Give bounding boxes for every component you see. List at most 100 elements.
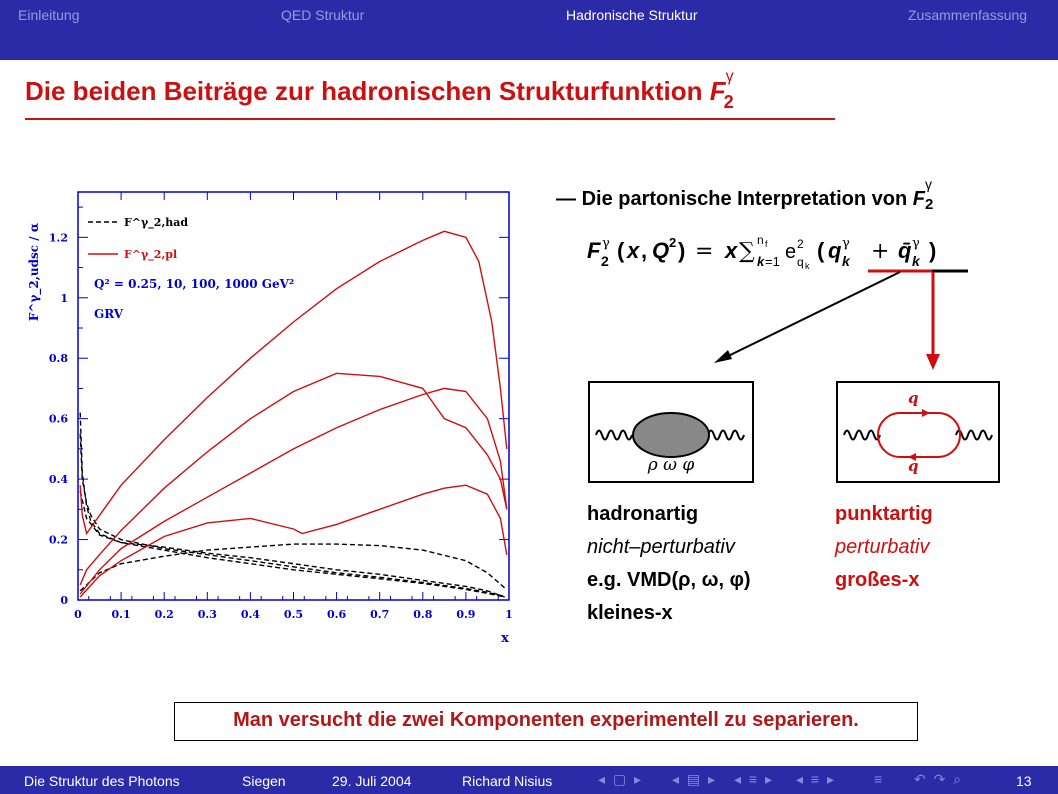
x-tick-label: 1 xyxy=(505,608,513,621)
hadron-small-x: kleines-x xyxy=(587,602,673,624)
svg-text:k: k xyxy=(805,261,810,271)
x-tick-label: 0.2 xyxy=(155,608,174,621)
title-underline xyxy=(25,118,835,120)
svg-text:k: k xyxy=(757,254,765,269)
chart-annotation: Q² = 0.25, 10, 100, 1000 GeV² xyxy=(94,277,294,291)
svg-text:2: 2 xyxy=(797,237,804,251)
hadron-label: hadronartig xyxy=(587,503,699,525)
pointlike-diagram xyxy=(843,409,993,461)
nav-subsection-icons[interactable]: ◂ ▤ ▸ xyxy=(672,771,718,787)
slide-title-symbol: F xyxy=(709,76,726,106)
x-tick-label: 0 xyxy=(74,608,82,621)
x-tick-label: 0.9 xyxy=(456,608,475,621)
svg-text:2: 2 xyxy=(601,253,609,269)
heading-sub: 2 xyxy=(924,196,934,213)
point-label: punktartig xyxy=(835,503,933,525)
parton-formula: F γ 2 ( x , Q 2 ) = x ∑ n f k =1 e 2 q k… xyxy=(587,233,936,271)
vmd-diagram xyxy=(595,412,745,458)
x-tick-label: 0.5 xyxy=(284,608,303,621)
x-tick-label: 0.4 xyxy=(241,608,260,621)
y-tick-label: 1 xyxy=(60,292,68,305)
svg-text:x: x xyxy=(626,238,640,263)
x-axis-label: x xyxy=(501,631,509,646)
svg-text:∑: ∑ xyxy=(739,239,755,264)
svg-text:x: x xyxy=(724,238,738,263)
y-axis-label: F^γ_2,udsc / α xyxy=(27,223,42,321)
nav-toc-icon[interactable]: ≡ xyxy=(874,771,885,787)
footer-title: Die Struktur des Photons xyxy=(24,773,180,789)
chart-annotation-model: GRV xyxy=(94,307,124,321)
svg-text:q̄: q̄ xyxy=(898,238,912,263)
hadronic-curve xyxy=(79,491,505,598)
svg-text:): ) xyxy=(929,238,936,263)
y-tick-label: 1.2 xyxy=(49,231,68,244)
slide-title-sup: γ xyxy=(725,68,734,85)
heading-sup: γ xyxy=(924,176,932,192)
nav-item-hadronische-struktur[interactable]: Hadronische Struktur xyxy=(566,7,698,23)
point-large-x: großes-x xyxy=(835,569,920,591)
slide-title-sub: 2 xyxy=(723,92,734,112)
pointlike-diagram-box: q q xyxy=(836,381,1000,483)
formula-arrows xyxy=(714,269,968,370)
top-nav-bar: Einleitung QED Struktur Hadronische Stru… xyxy=(0,0,1058,60)
x-tick-label: 0.7 xyxy=(370,608,389,621)
hadronic-curve xyxy=(79,412,505,598)
heading-text: Die partonische Interpretation von xyxy=(581,188,908,210)
svg-text:f: f xyxy=(765,239,768,249)
x-tick-label: 0.8 xyxy=(413,608,432,621)
y-tick-label: 0.4 xyxy=(49,473,68,486)
svg-text:Q: Q xyxy=(652,238,669,263)
svg-text:=: = xyxy=(695,239,713,264)
hadronic-curve xyxy=(79,433,505,598)
quark-bottom-label: q xyxy=(908,457,919,475)
structure-function-chart: 0 0.1 0.2 0.3 0.4 0.5 0.6 0.7 0.8 0.9 1 0 0.2 0.4 0.6 0… xyxy=(27,191,513,646)
hadron-nonperturbative: nicht–perturbativ xyxy=(587,536,735,558)
vmd-diagram-box: ρ ω φ xyxy=(588,381,754,483)
footer-bar: Die Struktur des Photons Siegen 29. Juli… xyxy=(0,766,1058,794)
vmd-label: ρ ω φ xyxy=(647,455,695,475)
y-tick-label: 0.8 xyxy=(49,352,68,365)
legend-label: F^γ_2,pl xyxy=(124,248,177,262)
hadron-vmd: e.g. VMD(ρ, ω, φ) xyxy=(587,569,751,591)
slide-title: Die beiden Beiträge zur hadronischen Str… xyxy=(25,68,734,112)
nav-section-icons[interactable]: ◂ ≡ ▸ xyxy=(734,771,775,787)
slide-title-text: Die beiden Beiträge zur hadronischen Str… xyxy=(25,76,703,106)
footer-page-number: 13 xyxy=(1016,773,1032,789)
nav-item-zusammenfassung[interactable]: Zusammenfassung xyxy=(908,7,1028,23)
nav-item-qed-struktur[interactable]: QED Struktur xyxy=(281,7,365,23)
point-perturbative: perturbativ xyxy=(835,536,930,558)
y-tick-label: 0.2 xyxy=(49,534,68,547)
nav-frame-icons[interactable]: ◂ ▢ ▸ xyxy=(598,771,644,787)
footer-author: Richard Nisius xyxy=(462,773,553,789)
svg-text:(: ( xyxy=(817,238,825,263)
svg-text:k: k xyxy=(842,253,851,269)
svg-text:(: ( xyxy=(617,238,625,263)
svg-text:=1: =1 xyxy=(765,254,780,269)
pointlike-curve xyxy=(79,230,508,536)
legend-label: F^γ_2,had xyxy=(124,216,188,230)
nav-document-icons[interactable]: ◂ ≡ ▸ xyxy=(796,771,837,787)
svg-text:q: q xyxy=(797,255,804,269)
nav-item-einleitung[interactable]: Einleitung xyxy=(18,7,80,23)
svg-text:q: q xyxy=(828,238,842,263)
y-tick-label: 0.6 xyxy=(49,413,68,426)
y-tick-label: 0 xyxy=(60,594,68,607)
svg-text:2: 2 xyxy=(669,235,676,250)
nav-back-search-icons[interactable]: ↶ ↷ ⌕ xyxy=(914,771,964,787)
svg-text:n: n xyxy=(757,233,764,247)
pointlike-curve xyxy=(79,484,508,598)
svg-text:e: e xyxy=(785,241,796,263)
x-tick-label: 0.1 xyxy=(112,608,131,621)
svg-text:γ: γ xyxy=(602,236,610,251)
svg-text:+: + xyxy=(871,239,889,264)
bottom-note-box: Man versucht die zwei Komponenten experi… xyxy=(174,702,918,741)
pointlike-curve xyxy=(79,372,508,586)
svg-text:γ: γ xyxy=(912,236,920,251)
footer-place: Siegen xyxy=(242,773,286,789)
hadronic-curve xyxy=(79,543,506,592)
svg-text:): ) xyxy=(678,238,685,263)
svg-text:F: F xyxy=(587,238,601,263)
svg-text:k: k xyxy=(912,253,921,269)
quark-top-label: q xyxy=(908,389,919,407)
